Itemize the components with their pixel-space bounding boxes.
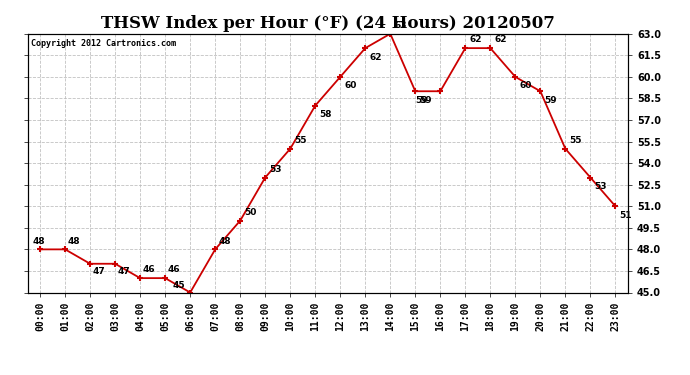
Text: 60: 60 bbox=[344, 81, 356, 90]
Text: Copyright 2012 Cartronics.com: Copyright 2012 Cartronics.com bbox=[30, 39, 175, 48]
Text: 59: 59 bbox=[544, 96, 557, 105]
Text: 53: 53 bbox=[269, 165, 282, 174]
Title: THSW Index per Hour (°F) (24 Hours) 20120507: THSW Index per Hour (°F) (24 Hours) 2012… bbox=[101, 15, 555, 32]
Text: 60: 60 bbox=[519, 81, 531, 90]
Text: 48: 48 bbox=[219, 237, 232, 246]
Text: 58: 58 bbox=[319, 110, 331, 119]
Text: 48: 48 bbox=[68, 237, 80, 246]
Text: 50: 50 bbox=[244, 208, 256, 217]
Text: 48: 48 bbox=[32, 237, 46, 246]
Text: 46: 46 bbox=[168, 266, 180, 274]
Text: 55: 55 bbox=[569, 136, 582, 145]
Text: 59: 59 bbox=[415, 96, 428, 105]
Text: 53: 53 bbox=[594, 182, 607, 191]
Text: 51: 51 bbox=[619, 211, 631, 220]
Text: 62: 62 bbox=[369, 53, 382, 62]
Text: 62: 62 bbox=[469, 35, 482, 44]
Text: 55: 55 bbox=[294, 136, 306, 145]
Text: 46: 46 bbox=[143, 266, 155, 274]
Text: 59: 59 bbox=[419, 96, 432, 105]
Text: 62: 62 bbox=[494, 35, 506, 44]
Text: 47: 47 bbox=[117, 267, 130, 276]
Text: 63: 63 bbox=[394, 21, 406, 30]
Text: 47: 47 bbox=[92, 267, 106, 276]
Text: 45: 45 bbox=[172, 281, 186, 290]
